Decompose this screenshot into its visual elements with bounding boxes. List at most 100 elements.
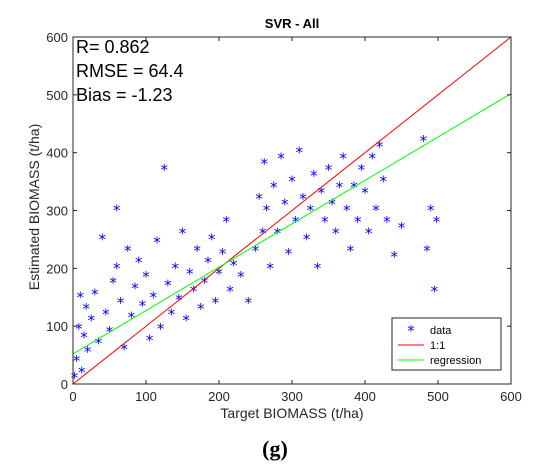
scatter-chart: SVR - All ******************************… (26, 16, 522, 421)
y-tick-label: 0 (61, 377, 68, 392)
data-point: * (98, 230, 106, 248)
data-point: * (339, 149, 347, 167)
data-point: * (161, 161, 169, 179)
data-point: * (186, 265, 194, 283)
legend-label: data (430, 325, 452, 337)
stats-annotation: R= 0.862 RMSE = 64.4 Bias = -1.23 (76, 37, 184, 105)
x-tick-label: 100 (135, 389, 157, 404)
y-tick-label: 100 (46, 319, 68, 334)
stats-line: Bias = -1.23 (76, 85, 173, 105)
data-point: * (372, 202, 380, 220)
data-point: * (303, 230, 311, 248)
data-point: * (420, 132, 428, 150)
data-point: * (398, 219, 406, 237)
regression-line (72, 93, 512, 355)
legend-box (391, 317, 502, 371)
data-point: * (274, 225, 282, 243)
data-point: * (390, 248, 398, 266)
data-point: * (171, 259, 179, 277)
data-point: * (204, 254, 212, 272)
data-point: * (226, 282, 234, 300)
data-point: * (314, 259, 322, 277)
data-point: * (71, 369, 79, 387)
data-point: * (124, 242, 132, 260)
data-point: * (328, 196, 336, 214)
data-point: * (244, 294, 252, 312)
data-point: * (78, 363, 86, 381)
data-point: * (288, 173, 296, 191)
data-point: * (325, 161, 333, 179)
data-point: * (80, 329, 88, 347)
data-point: * (223, 213, 231, 231)
data-point: * (157, 320, 165, 338)
data-point: * (336, 178, 344, 196)
data-point: * (182, 311, 190, 329)
data-point: * (307, 202, 315, 220)
y-tick-label: 200 (46, 261, 68, 276)
data-point: * (263, 202, 271, 220)
chart-title: SVR - All (265, 16, 319, 31)
legend: * data 1:1 regression (391, 317, 502, 371)
stats-line: R= 0.862 (76, 37, 150, 57)
data-point: * (73, 352, 81, 370)
x-tick-label: 0 (69, 389, 76, 404)
data-point: * (383, 213, 391, 231)
data-point: * (84, 343, 92, 361)
reference-lines (72, 36, 512, 385)
data-point: * (261, 155, 269, 173)
y-axis-ticks: 0 100 200 300 400 500 600 (46, 30, 511, 392)
legend-label: 1:1 (430, 340, 445, 352)
data-point: * (88, 311, 96, 329)
data-point: * (113, 202, 121, 220)
data-point: * (332, 225, 340, 243)
data-point: * (128, 308, 136, 326)
data-point: * (252, 242, 260, 260)
data-point: * (255, 190, 263, 208)
data-point: * (120, 340, 128, 358)
data-point: * (109, 274, 117, 292)
data-point: * (168, 306, 176, 324)
figure-caption: (g) (262, 436, 288, 461)
data-point: * (433, 213, 441, 231)
x-axis-ticks: 0 100 200 300 400 500 600 (69, 37, 522, 404)
x-tick-label: 600 (500, 389, 522, 404)
data-point: * (369, 149, 377, 167)
x-tick-label: 200 (208, 389, 230, 404)
data-point: * (358, 161, 366, 179)
data-point: * (230, 256, 238, 274)
y-axis-label: Estimated BIOMASS (t/ha) (26, 124, 42, 291)
stats-line: RMSE = 64.4 (76, 61, 184, 81)
data-point: * (113, 259, 121, 277)
data-point: * (135, 254, 143, 272)
data-point: * (376, 138, 384, 156)
x-tick-label: 500 (427, 389, 449, 404)
data-point: * (131, 280, 139, 298)
legend-marker: * (407, 322, 415, 340)
data-point: * (201, 274, 209, 292)
data-point: * (361, 184, 369, 202)
data-point: * (296, 144, 304, 162)
identity-line (72, 36, 512, 385)
x-tick-label: 400 (354, 389, 376, 404)
data-point: * (270, 178, 278, 196)
y-tick-label: 300 (46, 204, 68, 219)
x-tick-label: 300 (281, 389, 303, 404)
data-point: * (354, 213, 362, 231)
data-point: * (347, 242, 355, 260)
data-point: * (277, 149, 285, 167)
data-point: * (321, 213, 329, 231)
data-point: * (285, 245, 293, 263)
data-point: * (193, 242, 201, 260)
data-point: * (77, 288, 85, 306)
data-point: * (142, 268, 150, 286)
data-point: * (350, 178, 358, 196)
data-point: * (365, 225, 373, 243)
y-tick-label: 600 (46, 30, 68, 45)
y-tick-label: 500 (46, 88, 68, 103)
data-point: * (82, 300, 90, 318)
data-point: * (153, 233, 161, 251)
data-point: * (431, 282, 439, 300)
data-point: * (75, 320, 83, 338)
data-point: * (219, 245, 227, 263)
data-point: * (197, 300, 205, 318)
